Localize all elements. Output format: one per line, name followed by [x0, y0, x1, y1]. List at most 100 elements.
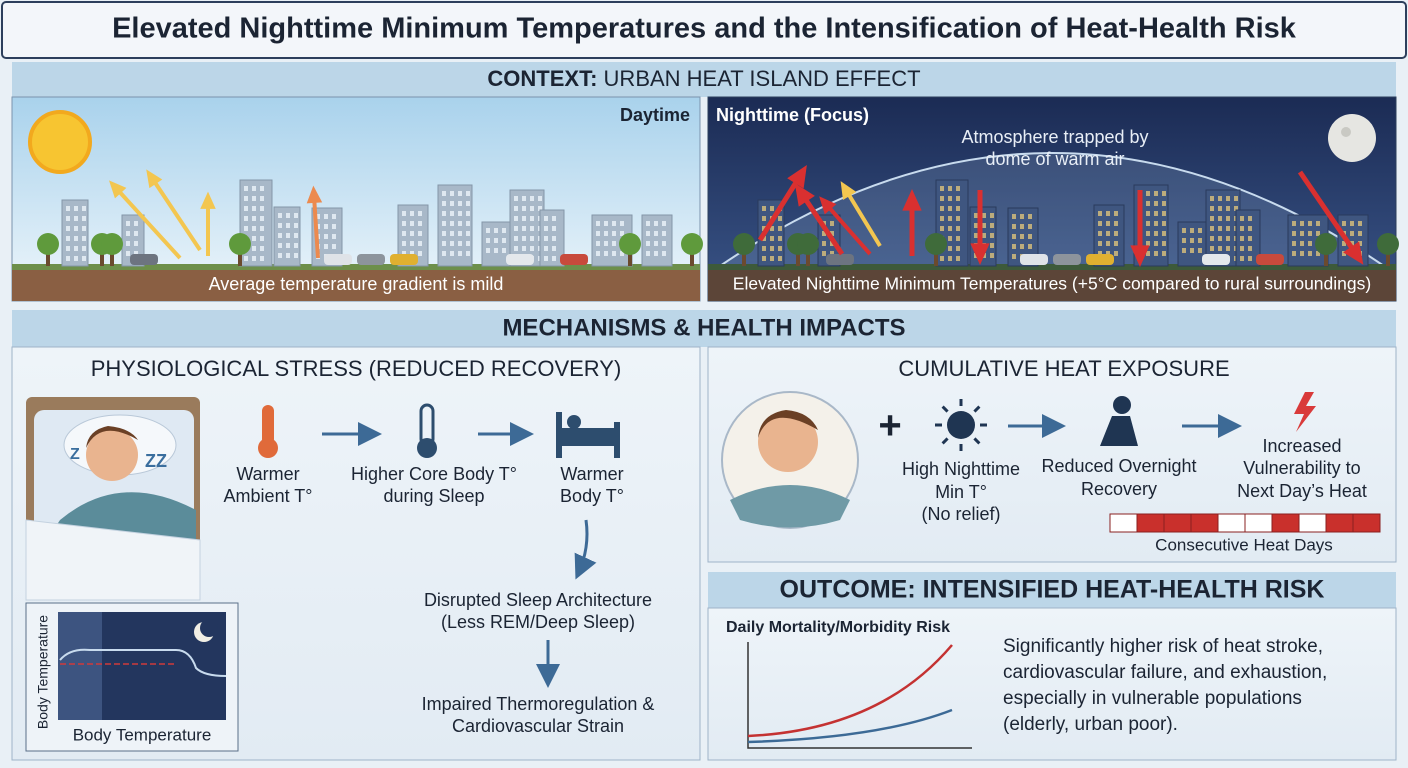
window: [1308, 241, 1312, 246]
window: [278, 223, 282, 228]
window: [74, 206, 78, 211]
window: [948, 226, 952, 231]
window: [514, 236, 518, 241]
window: [260, 216, 264, 221]
window: [522, 206, 526, 211]
window: [1020, 234, 1024, 239]
tree-trunk: [628, 250, 632, 266]
window: [324, 224, 328, 229]
window: [1154, 231, 1158, 236]
window: [1162, 191, 1166, 196]
window: [486, 228, 490, 233]
window: [982, 233, 986, 238]
window: [134, 231, 138, 236]
window: [514, 206, 518, 211]
window: [1210, 216, 1214, 221]
window: [66, 216, 70, 221]
window: [294, 243, 298, 248]
window: [982, 213, 986, 218]
window: [1292, 231, 1296, 236]
step-label: Disrupted Sleep Architecture: [424, 590, 652, 610]
window: [1012, 224, 1016, 229]
window: [948, 216, 952, 221]
window: [770, 256, 774, 261]
window: [646, 221, 650, 226]
car: [1020, 254, 1048, 265]
window: [654, 241, 658, 246]
tree: [229, 233, 251, 255]
window: [762, 256, 766, 261]
window: [466, 231, 470, 236]
window: [1190, 238, 1194, 243]
window: [74, 256, 78, 261]
step-label: Ambient T°: [224, 486, 313, 506]
outcome-heading: OUTCOME: INTENSIFIED HEAT-HEALTH RISK: [780, 576, 1325, 604]
window: [646, 241, 650, 246]
window: [1028, 234, 1032, 239]
window: [1154, 221, 1158, 226]
window: [450, 191, 454, 196]
moon-crater: [1341, 127, 1351, 137]
window: [418, 211, 422, 216]
window: [956, 216, 960, 221]
window: [82, 246, 86, 251]
window: [494, 238, 498, 243]
window: [1162, 251, 1166, 256]
day-panel: [11, 96, 703, 302]
sleeping-person: Z ZZ: [25, 397, 201, 601]
window: [530, 206, 534, 211]
window: [244, 196, 248, 201]
window: [252, 226, 256, 231]
heat-arrow: [757, 174, 803, 242]
window: [286, 213, 290, 218]
window: [286, 243, 290, 248]
window: [66, 256, 70, 261]
window: [74, 236, 78, 241]
window: [646, 251, 650, 256]
step-label: Warmer: [560, 464, 623, 484]
window: [654, 221, 658, 226]
outcome-text: Significantly higher risk of heat stroke…: [1003, 636, 1323, 657]
window: [244, 216, 248, 221]
window: [1162, 211, 1166, 216]
window: [956, 226, 960, 231]
window: [1114, 241, 1118, 246]
window: [762, 236, 766, 241]
window: [1218, 206, 1222, 211]
tree: [733, 233, 755, 255]
plus: +: [878, 404, 901, 448]
window: [1358, 231, 1362, 236]
step-label: Higher Core Body T°: [351, 464, 517, 484]
tree-trunk: [934, 250, 938, 266]
step-label: Next Day’s Heat: [1237, 481, 1367, 501]
heat-arrow: [1297, 170, 1359, 256]
window: [940, 186, 944, 191]
svg-text:ZZ: ZZ: [145, 451, 167, 471]
window: [126, 221, 130, 226]
window: [332, 234, 336, 239]
window: [662, 231, 666, 236]
window: [522, 196, 526, 201]
window: [552, 236, 556, 241]
step-label: Min T°: [935, 482, 987, 502]
tree-trunk: [690, 250, 694, 266]
tree: [797, 233, 819, 255]
window: [260, 186, 264, 191]
step-label: (No relief): [921, 504, 1000, 524]
window: [410, 231, 414, 236]
window: [252, 236, 256, 241]
step-label: Reduced Overnight: [1041, 456, 1196, 476]
window: [252, 246, 256, 251]
window: [1146, 201, 1150, 206]
step-label: Impaired Thermoregulation &: [422, 694, 655, 714]
window: [82, 236, 86, 241]
step-label: during Sleep: [383, 486, 484, 506]
window: [1358, 221, 1362, 226]
window: [1012, 214, 1016, 219]
window: [522, 226, 526, 231]
window: [596, 221, 600, 226]
window: [1292, 251, 1296, 256]
window: [1240, 236, 1244, 241]
step-label: Vulnerability to: [1243, 458, 1360, 478]
